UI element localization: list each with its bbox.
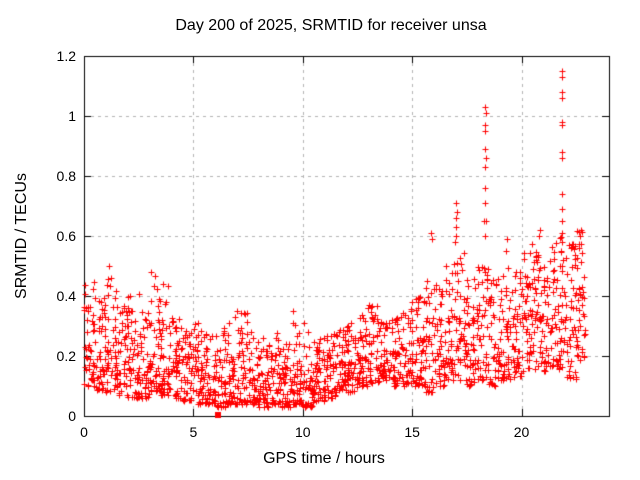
- x-tick-label: 15: [404, 424, 420, 440]
- x-tick-label: 20: [513, 424, 530, 440]
- y-axis-label: SRMTID / TECUs: [13, 173, 30, 299]
- y-tick-label: 0.4: [56, 288, 76, 304]
- x-tick-label: 5: [189, 424, 198, 440]
- y-tick-label: 0.8: [56, 168, 76, 184]
- y-tick-label: 0: [68, 408, 76, 424]
- x-axis-label: GPS time / hours: [263, 450, 385, 467]
- y-tick-label: 0.6: [56, 228, 76, 244]
- y-tick-label: 0.2: [56, 348, 76, 364]
- x-tick-label: 0: [80, 424, 88, 440]
- x-tick-label: 10: [294, 424, 311, 440]
- y-tick-label: 1.2: [56, 48, 76, 64]
- chart-title: Day 200 of 2025, SRMTID for receiver uns…: [175, 17, 487, 34]
- y-tick-label: 1: [68, 108, 76, 124]
